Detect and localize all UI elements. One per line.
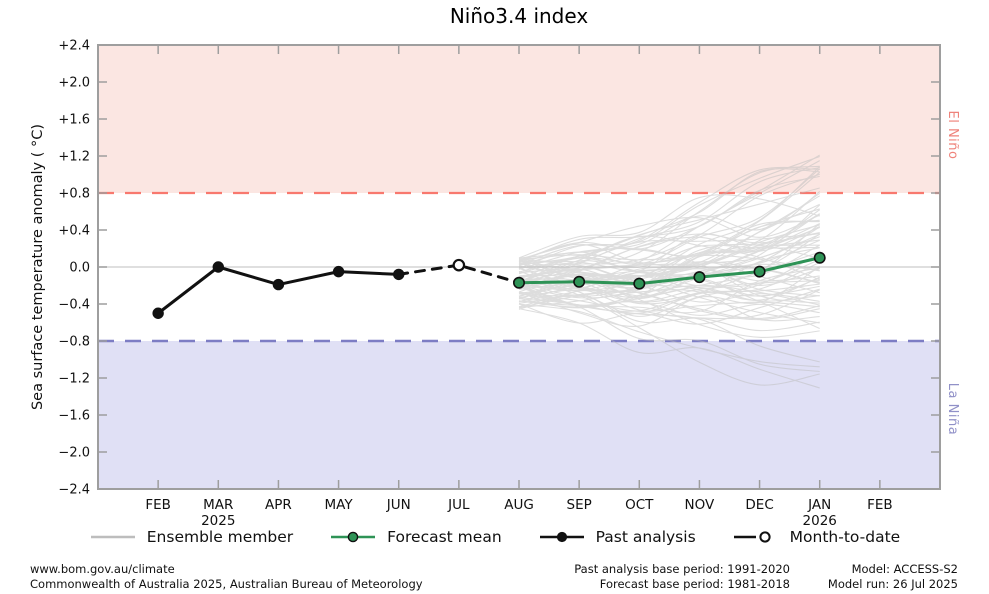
footer-url: www.bom.gov.au/climate <box>30 562 175 576</box>
past-analysis-point <box>332 265 345 278</box>
month-to-date-swatch <box>732 529 780 545</box>
svg-text:JAN: JAN <box>807 497 831 513</box>
el-nino-annotation: El Niño <box>945 110 960 160</box>
svg-text:2025: 2025 <box>201 513 235 529</box>
past-analysis-point <box>272 278 285 291</box>
svg-text:0.0: 0.0 <box>69 261 90 276</box>
svg-text:−2.0: −2.0 <box>58 446 90 461</box>
forecast-mean-point <box>813 251 826 264</box>
forecast-mean-point <box>512 276 525 289</box>
svg-text:MAR: MAR <box>203 497 233 513</box>
axis-ticks <box>98 44 940 490</box>
svg-text:NOV: NOV <box>685 497 715 513</box>
past-analysis-point <box>152 307 164 319</box>
svg-text:DEC: DEC <box>745 497 773 513</box>
footer-model-info: Model: ACCESS-S2 Model run: 26 Jul 2025 <box>828 562 958 592</box>
svg-text:APR: APR <box>265 497 292 513</box>
forecast-mean-point <box>573 275 586 288</box>
y-axis-label: Sea surface temperature anomaly ( °C) <box>30 123 46 411</box>
svg-text:FEB: FEB <box>867 497 893 513</box>
svg-text:−1.6: −1.6 <box>58 409 90 424</box>
svg-text:+1.6: +1.6 <box>58 113 90 128</box>
svg-text:−1.2: −1.2 <box>58 372 90 387</box>
svg-text:+0.4: +0.4 <box>58 224 90 239</box>
legend-label-ensemble-member: Ensemble member <box>146 528 294 546</box>
svg-text:−0.8: −0.8 <box>58 335 90 350</box>
legend: Ensemble member Forecast mean Past analy… <box>0 528 989 546</box>
forecast-mean-swatch <box>329 529 377 545</box>
ensemble-member-swatch <box>89 529 137 545</box>
footer-base-periods: Past analysis base period: 1991-2020 For… <box>574 562 790 592</box>
svg-text:+2.0: +2.0 <box>58 76 90 91</box>
svg-text:JUN: JUN <box>386 497 411 513</box>
svg-text:FEB: FEB <box>145 497 171 513</box>
past-analysis-point <box>393 268 405 281</box>
legend-label-month-to-date: Month-to-date <box>789 528 901 546</box>
legend-item-forecast-mean: Forecast mean <box>329 528 502 546</box>
svg-text:−2.4: −2.4 <box>58 483 90 498</box>
la-nina-annotation: La Niña <box>945 382 960 436</box>
legend-label-past-analysis: Past analysis <box>595 528 696 546</box>
svg-text:OCT: OCT <box>625 497 654 513</box>
legend-item-ensemble-member: Ensemble member <box>89 528 293 546</box>
svg-text:MAY: MAY <box>325 497 354 513</box>
svg-text:+0.8: +0.8 <box>58 187 90 202</box>
forecast-line <box>517 256 822 286</box>
past-analysis-point <box>212 261 224 273</box>
legend-item-past-analysis: Past analysis <box>538 528 696 546</box>
footer-forecast-base-period: Forecast base period: 1981-2018 <box>599 577 790 592</box>
svg-text:2026: 2026 <box>803 513 837 529</box>
chart-title: Niño3.4 index <box>449 4 589 28</box>
footer-model: Model: ACCESS-S2 <box>851 562 958 576</box>
footer-model-run: Model run: 26 Jul 2025 <box>827 577 958 592</box>
forecast-mean-point <box>633 277 646 290</box>
footer-credits: www.bom.gov.au/climate Commonwealth of A… <box>30 562 423 592</box>
svg-text:+1.2: +1.2 <box>58 150 90 165</box>
la-nina-region <box>98 341 940 489</box>
svg-text:AUG: AUG <box>504 497 534 513</box>
svg-text:−0.4: −0.4 <box>58 298 90 313</box>
month-to-date-point <box>452 258 466 272</box>
footer-past-base-period: Past analysis base period: 1991-2020 <box>574 562 790 576</box>
legend-item-month-to-date: Month-to-date <box>732 528 901 546</box>
forecast-mean-point <box>753 265 766 278</box>
past-analysis-swatch <box>538 529 586 545</box>
ensemble-member-lines <box>518 154 821 389</box>
svg-text:JUL: JUL <box>447 497 470 513</box>
footer-copyright: Commonwealth of Australia 2025, Australi… <box>30 577 423 592</box>
legend-label-forecast-mean: Forecast mean <box>387 528 502 546</box>
svg-text:+2.4: +2.4 <box>58 39 90 54</box>
svg-text:SEP: SEP <box>567 497 592 513</box>
x-tick-labels: FEB MAR APR MAY JUN JUL AUG SEP OCT NOV DEC JAN FEB 2… <box>145 497 892 529</box>
y-tick-labels: +2.4 +2.0 +1.6 +1.2 +0.8 +0.4 0.0 −0.4 −0.8 −1.2 −… <box>58 39 90 498</box>
forecast-mean-point <box>693 271 706 284</box>
data-point-markers <box>152 251 826 319</box>
